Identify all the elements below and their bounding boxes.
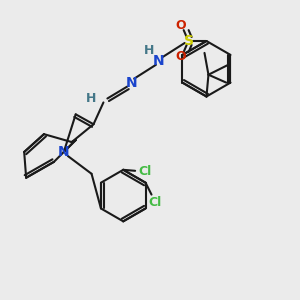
Text: H: H: [144, 44, 154, 57]
Text: Cl: Cl: [149, 196, 162, 209]
Text: O: O: [176, 50, 186, 63]
Text: N: N: [125, 76, 137, 90]
Text: O: O: [176, 19, 186, 32]
Text: N: N: [153, 54, 165, 68]
Text: Cl: Cl: [138, 165, 152, 178]
Text: H: H: [86, 92, 97, 105]
Text: N: N: [58, 145, 70, 159]
Text: S: S: [184, 34, 194, 48]
